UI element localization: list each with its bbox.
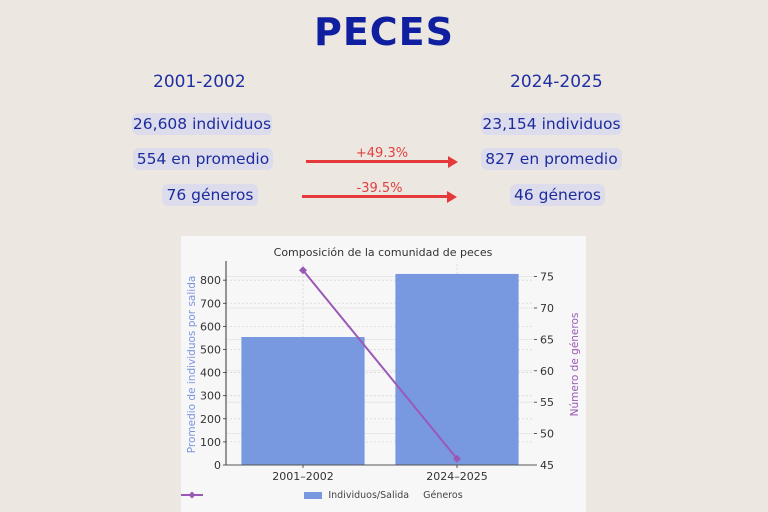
genera-change-label: -39.5% [356, 181, 403, 196]
svg-text:75: 75 [540, 271, 554, 284]
arrow-line [302, 195, 447, 198]
page-title: PECES [313, 10, 455, 54]
svg-text:50: 50 [540, 428, 554, 441]
svg-text:0: 0 [214, 459, 221, 472]
chart-legend: Individuos/Salida Géneros [181, 490, 586, 501]
arrow-line [306, 160, 448, 163]
bar-0 [241, 337, 365, 465]
svg-text:600: 600 [200, 320, 221, 333]
right-individuals-pill: 23,154 individuos [481, 113, 622, 135]
average-change-arrow: +49.3% [306, 146, 458, 172]
svg-text:800: 800 [200, 274, 221, 287]
right-axis-title: Número de géneros [569, 313, 581, 417]
legend-label-bars: Individuos/Salida [328, 490, 410, 501]
left-axis-title: Promedio de individuos por salida [186, 276, 198, 454]
bar-1 [395, 273, 519, 465]
legend-label-line: Géneros [423, 490, 463, 501]
svg-text:700: 700 [200, 297, 221, 310]
genera-change-arrow: -39.5% [302, 181, 457, 207]
left-average-pill: 554 en promedio [133, 148, 273, 170]
period-left-label: 2001-2002 [153, 72, 246, 92]
svg-text:45: 45 [540, 459, 554, 472]
period-right-label: 2024-2025 [510, 72, 603, 92]
average-change-label: +49.3% [355, 146, 409, 161]
arrow-head-icon [448, 155, 458, 168]
bar-swatch-icon [304, 492, 323, 499]
generos-line [302, 269, 458, 460]
svg-text:2001–2002: 2001–2002 [272, 470, 334, 483]
svg-text:65: 65 [540, 333, 554, 346]
svg-text:500: 500 [200, 343, 221, 356]
left-genera-pill: 76 géneros [162, 184, 258, 206]
svg-text:55: 55 [540, 396, 554, 409]
svg-text:100: 100 [200, 436, 221, 449]
left-individuals-pill: 26,608 individuos [132, 113, 272, 135]
svg-text:60: 60 [540, 365, 554, 378]
svg-text:300: 300 [200, 390, 221, 403]
legend-item-bars: Individuos/Salida [304, 490, 409, 501]
svg-text:70: 70 [540, 302, 554, 315]
chart-title: Composición de la comunidad de peces [274, 246, 493, 259]
diamond-marker-icon [453, 454, 461, 463]
chart-panel: Composición de la comunidad de peces 0 100… [181, 236, 586, 512]
svg-text:400: 400 [200, 367, 221, 380]
combo-chart: Composición de la comunidad de peces 0 100… [186, 246, 581, 483]
legend-item-line: Géneros [181, 490, 463, 501]
line-diamond-icon [181, 491, 203, 499]
svg-text:200: 200 [200, 413, 221, 426]
right-average-pill: 827 en promedio [481, 148, 622, 170]
diamond-marker-icon [299, 266, 307, 275]
svg-text:2024–2025: 2024–2025 [426, 470, 488, 483]
arrow-head-icon [447, 190, 457, 203]
right-genera-pill: 46 géneros [510, 184, 605, 206]
